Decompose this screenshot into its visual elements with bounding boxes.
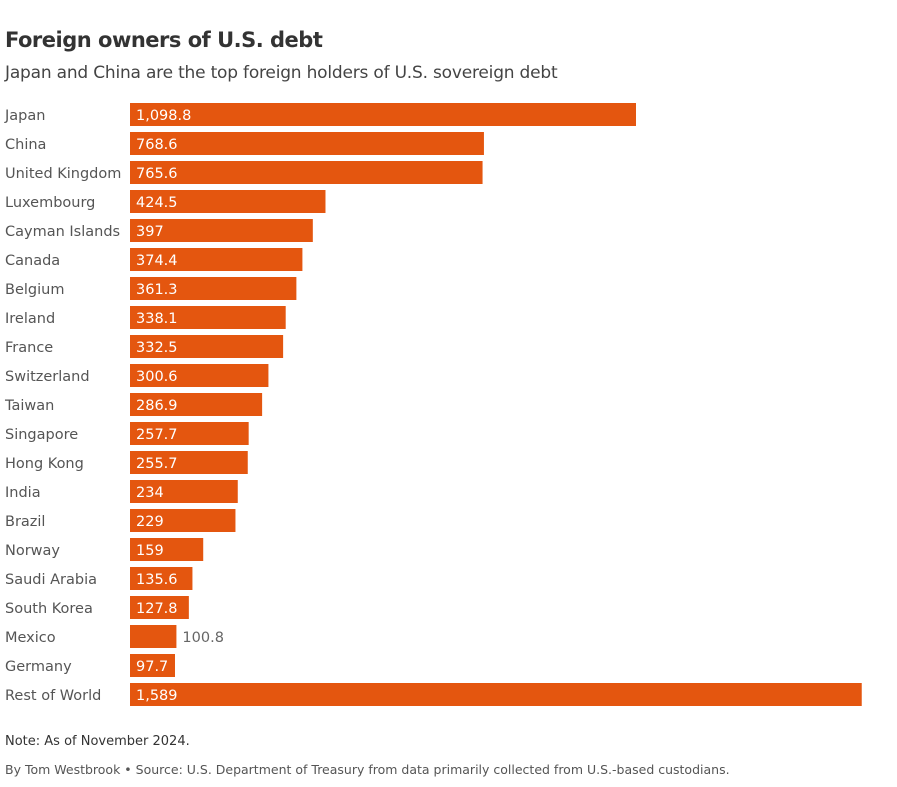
category-label: Rest of World (5, 688, 101, 704)
value-label: 765.6 (136, 166, 178, 182)
category-label: Canada (5, 253, 60, 269)
category-label: Luxembourg (5, 195, 95, 211)
category-label: South Korea (5, 601, 93, 617)
category-label: Japan (4, 108, 45, 124)
category-label: France (5, 340, 53, 356)
value-label: 300.6 (136, 369, 178, 385)
bar (130, 654, 175, 677)
category-label: Saudi Arabia (5, 572, 97, 588)
bar (130, 683, 862, 706)
bar (130, 509, 236, 532)
bar (130, 480, 238, 503)
value-label: 255.7 (136, 456, 178, 472)
chart-title: Foreign owners of U.S. debt (5, 28, 323, 52)
value-label: 135.6 (136, 572, 178, 588)
bar (130, 451, 248, 474)
value-label: 1,589 (136, 688, 178, 704)
category-label: Singapore (5, 427, 78, 443)
value-label: 424.5 (136, 195, 178, 211)
value-label: 374.4 (136, 253, 178, 269)
bar (130, 364, 269, 387)
category-label: India (5, 485, 41, 501)
bar (130, 335, 284, 358)
value-label: 1,098.8 (136, 108, 191, 124)
category-label: Belgium (5, 282, 64, 298)
category-label: Switzerland (5, 369, 90, 385)
value-label: 286.9 (136, 398, 178, 414)
bar (130, 132, 484, 155)
bar (130, 161, 483, 184)
category-label: Brazil (5, 514, 45, 530)
value-label: 229 (136, 514, 164, 530)
value-label: 397 (136, 224, 164, 240)
category-label: Ireland (5, 311, 55, 327)
category-label: Hong Kong (5, 456, 84, 472)
value-label: 159 (136, 543, 164, 559)
bar (130, 103, 636, 126)
category-label: China (5, 137, 46, 153)
bar (130, 567, 193, 590)
bar (130, 422, 249, 445)
note: Note: As of November 2024. (5, 734, 190, 749)
value-label: 768.6 (136, 137, 178, 153)
chart-subtitle: Japan and China are the top foreign hold… (5, 63, 558, 83)
category-label: United Kingdom (5, 166, 121, 182)
category-label: Germany (5, 659, 72, 675)
bar (130, 277, 297, 300)
category-label: Cayman Islands (5, 224, 120, 240)
bar (130, 306, 286, 329)
value-label: 332.5 (136, 340, 178, 356)
category-label: Norway (5, 543, 60, 559)
value-label: 257.7 (136, 427, 178, 443)
value-label: 338.1 (136, 311, 178, 327)
bar (130, 248, 303, 271)
category-label: Mexico (5, 630, 56, 646)
value-label: 97.7 (136, 659, 168, 675)
bar (130, 219, 313, 242)
bar-chart: Japan 1,098.8 China 768.6 United Kingdom 765.… (4, 103, 862, 706)
value-label: 127.8 (136, 601, 178, 617)
value-label: 100.8 (182, 630, 224, 646)
bar (130, 596, 189, 619)
bar (130, 393, 263, 416)
value-label: 234 (136, 485, 164, 501)
bar (130, 625, 177, 648)
category-label: Taiwan (4, 398, 54, 414)
bar (130, 190, 326, 213)
credit: By Tom Westbrook • Source: U.S. Departme… (5, 762, 730, 777)
value-label: 361.3 (136, 282, 178, 298)
bar (130, 538, 204, 561)
